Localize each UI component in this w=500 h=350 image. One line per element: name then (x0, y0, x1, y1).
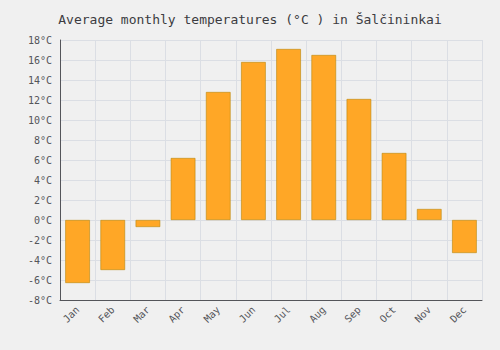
svg-text:0°C: 0°C (34, 215, 52, 226)
svg-text:8°C: 8°C (34, 135, 52, 146)
svg-text:Jan: Jan (61, 304, 82, 325)
svg-text:14°C: 14°C (28, 75, 52, 86)
svg-text:Oct: Oct (377, 304, 398, 325)
svg-text:18°C: 18°C (28, 35, 52, 46)
svg-text:10°C: 10°C (28, 115, 52, 126)
svg-text:-2°C: -2°C (28, 235, 52, 246)
svg-text:Dec: Dec (448, 304, 469, 325)
svg-text:Jul: Jul (272, 304, 293, 325)
svg-text:-6°C: -6°C (28, 275, 52, 286)
svg-text:Aug: Aug (307, 304, 328, 325)
svg-text:12°C: 12°C (28, 95, 52, 106)
svg-text:Nov: Nov (413, 304, 434, 325)
svg-text:4°C: 4°C (34, 175, 52, 186)
svg-text:6°C: 6°C (34, 155, 52, 166)
svg-text:-4°C: -4°C (28, 255, 52, 266)
svg-text:-8°C: -8°C (28, 295, 52, 306)
svg-text:Feb: Feb (96, 304, 117, 325)
svg-text:Sep: Sep (342, 304, 363, 325)
svg-text:Mar: Mar (131, 304, 152, 325)
svg-text:May: May (202, 304, 223, 325)
svg-text:2°C: 2°C (34, 195, 52, 206)
svg-text:Jun: Jun (237, 304, 258, 325)
svg-text:Average monthly temperatures (: Average monthly temperatures (°C ) in Ša… (58, 12, 442, 27)
svg-text:16°C: 16°C (28, 55, 52, 66)
svg-text:Apr: Apr (166, 304, 187, 325)
